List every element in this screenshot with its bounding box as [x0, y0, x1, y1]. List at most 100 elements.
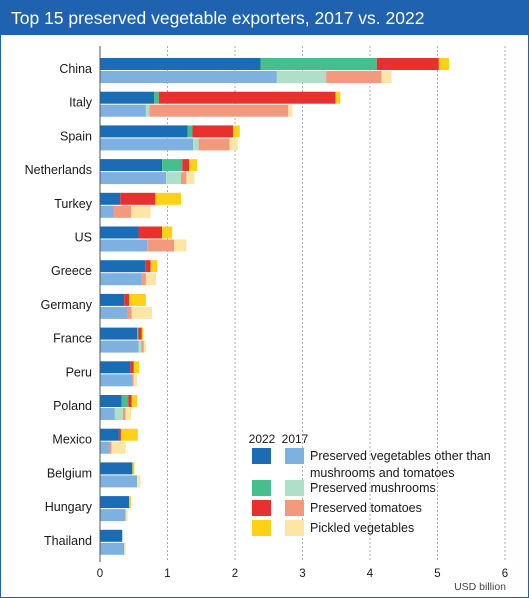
bar-france-2022-seg1	[137, 327, 139, 340]
category-label-netherlands: Netherlands	[25, 163, 92, 177]
bar-netherlands-2017-seg0	[100, 172, 167, 185]
bar-france-2017-seg2	[141, 340, 144, 353]
bar-peru-2022-seg2	[130, 361, 134, 374]
bar-us-2022-seg3	[162, 226, 173, 239]
bar-spain-2017-seg2	[198, 138, 230, 151]
bar-hungary-2017-seg0	[100, 509, 126, 522]
bar-china-2022-seg1	[260, 58, 377, 70]
bar-germany-2022-seg2	[124, 293, 130, 306]
category-label-belgium: Belgium	[47, 466, 92, 480]
bar-thailand-2022-seg0	[100, 529, 123, 542]
bar-germany-2017-seg2	[127, 306, 132, 319]
x-tick-label-2: 2	[232, 568, 238, 580]
x-axis-unit: USD billion	[454, 581, 506, 593]
bar-mexico-2022-seg3	[120, 428, 138, 441]
legend-swatch-2022-0	[252, 448, 271, 464]
bar-germany-2022-seg3	[129, 293, 146, 306]
category-label-mexico: Mexico	[52, 433, 92, 447]
bar-mexico-2017-seg0	[100, 441, 110, 454]
x-tick-label-5: 5	[434, 568, 440, 580]
bar-spain-2017-seg3	[229, 138, 238, 151]
bar-china-2017-seg2	[326, 71, 382, 83]
bar-mexico-2022-seg2	[118, 428, 121, 441]
chart-title: Top 15 preserved vegetable exporters, 20…	[1, 1, 528, 35]
bar-poland-2017-seg3	[125, 408, 132, 420]
bar-spain-2022-seg2	[192, 125, 233, 138]
bar-spain-2022-seg0	[100, 125, 188, 138]
bar-greece-2022-seg0	[100, 260, 146, 273]
category-label-turkey: Turkey	[54, 197, 92, 211]
bar-netherlands-2022-seg3	[189, 159, 198, 172]
bar-poland-2022-seg1	[121, 395, 129, 407]
bar-netherlands-2022-seg0	[100, 159, 163, 172]
bar-turkey-2017-seg3	[131, 205, 151, 218]
bar-belgium-2022-seg0	[100, 462, 133, 475]
bar-france-2022-seg0	[100, 327, 138, 340]
x-tick-label-4: 4	[367, 568, 374, 580]
category-label-poland: Poland	[53, 399, 92, 413]
bar-greece-2017-seg3	[145, 273, 157, 286]
bar-china-2017-seg3	[381, 71, 392, 83]
bar-china-2022-seg2	[376, 58, 439, 70]
legend-header-2017: 2017	[282, 432, 309, 446]
category-label-greece: Greece	[51, 264, 92, 278]
bar-netherlands-2022-seg2	[182, 159, 190, 172]
bar-us-2017-seg0	[100, 239, 148, 252]
bar-mexico-2022-seg0	[100, 428, 119, 441]
category-label-peru: Peru	[66, 365, 92, 379]
x-tick-label-1: 1	[164, 568, 170, 580]
bar-italy-2017-seg3	[288, 104, 293, 117]
bar-turkey-2017-seg0	[100, 205, 114, 218]
legend-label-2-line0: Preserved tomatoes	[310, 501, 422, 515]
bar-us-2017-seg2	[147, 239, 175, 252]
category-label-france: France	[53, 332, 92, 346]
bar-us-2017-seg3	[174, 239, 187, 252]
x-tick-label-6: 6	[502, 568, 508, 580]
bar-italy-2022-seg0	[100, 91, 154, 104]
bar-thailand-2017-seg3	[124, 542, 126, 555]
bar-france-2017-seg1	[138, 340, 142, 353]
bar-germany-2017-seg3	[131, 306, 152, 319]
category-label-italy: Italy	[69, 96, 93, 110]
bar-belgium-2017-seg0	[100, 475, 138, 488]
bar-netherlands-2017-seg1	[166, 172, 181, 185]
bar-thailand-2017-seg0	[100, 542, 125, 555]
bar-peru-2022-seg0	[100, 361, 131, 374]
legend-swatch-2022-1	[252, 480, 271, 496]
category-label-us: US	[75, 231, 92, 245]
legend-swatch-2017-0	[285, 448, 304, 464]
bar-italy-2022-seg1	[154, 91, 159, 104]
bar-italy-2017-seg1	[145, 104, 150, 117]
bar-italy-2022-seg2	[158, 91, 336, 104]
bar-peru-2017-seg0	[100, 374, 133, 387]
legend-swatch-2022-3	[252, 520, 271, 536]
bar-spain-2017-seg0	[100, 138, 194, 151]
bar-china-2017-seg0	[100, 71, 277, 83]
bar-turkey-2017-seg2	[113, 205, 132, 218]
bar-peru-2017-seg2	[132, 374, 134, 387]
bar-us-2022-seg2	[138, 226, 163, 239]
bar-spain-2022-seg1	[187, 125, 193, 138]
bar-france-2017-seg0	[100, 340, 139, 353]
legend-label-1-line0: Preserved mushrooms	[310, 481, 436, 495]
legend-swatch-2017-1	[285, 480, 304, 496]
bar-hungary-2017-seg3	[125, 509, 128, 522]
bar-china-2022-seg3	[438, 58, 449, 70]
bar-greece-2022-seg2	[145, 260, 151, 273]
legend-header-2022: 2022	[249, 432, 276, 446]
bar-peru-2022-seg3	[133, 361, 140, 374]
bars	[100, 58, 449, 555]
bar-spain-2017-seg1	[193, 138, 199, 151]
bar-netherlands-2017-seg2	[181, 172, 187, 185]
bar-poland-2022-seg0	[100, 395, 122, 407]
bar-china-2022-seg0	[100, 58, 261, 70]
bar-germany-2017-seg0	[100, 306, 127, 319]
bar-netherlands-2017-seg3	[186, 172, 195, 185]
bar-us-2022-seg0	[100, 226, 139, 239]
category-labels: China Italy Spain Netherlands Turkey US Greece…	[25, 62, 93, 548]
category-label-thailand: Thailand	[44, 534, 92, 548]
bar-belgium-2022-seg3	[132, 462, 135, 475]
x-tick-label-0: 0	[97, 568, 103, 580]
x-tick-label-3: 3	[299, 568, 305, 580]
bar-hungary-2022-seg3	[129, 496, 132, 509]
